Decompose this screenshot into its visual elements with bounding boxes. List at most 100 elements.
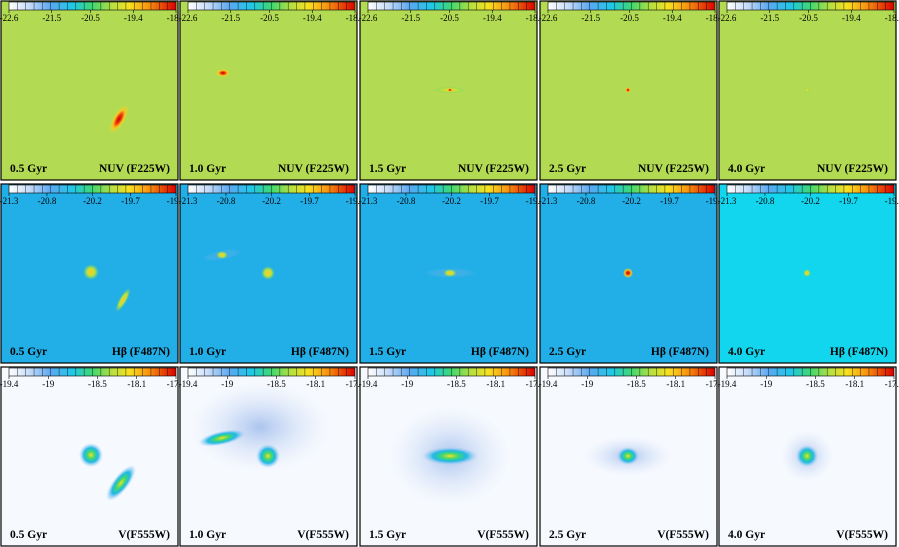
colorbar-tick-label: -21.5	[581, 13, 600, 23]
colorbar-tick-label: -19	[760, 379, 772, 389]
panel: -22.6 -21.5 -20.5 -19.4 -18.3 4.0 Gyr NUV (F22…	[718, 0, 899, 181]
emission	[617, 447, 639, 465]
panel-image	[180, 1, 357, 180]
panel-frame	[0, 366, 179, 547]
panel: -19.4 -19 -18.5 -18.1 -17.7 1.5 Gyr V(F555W)	[359, 366, 545, 547]
epoch-label: 4.0 Gyr	[728, 346, 765, 358]
colorbar-tick-label: -19.7	[121, 196, 140, 206]
colorbar-tick-label: -19.4	[0, 379, 19, 389]
colorbar-tick-label: -22.6	[539, 13, 558, 23]
colorbar-tick-label: -20.8	[397, 196, 416, 206]
emission	[216, 251, 228, 259]
panel-frame	[539, 183, 718, 364]
panel: -19.4 -19 -18.5 -18.1 -17.7 1.0 Gyr V(F555W)	[179, 366, 365, 547]
emission	[216, 69, 230, 77]
colorbar-tick-label: -20.2	[262, 196, 281, 206]
colorbar-tick-label: -19	[581, 379, 593, 389]
colorbar-tick-label: -21.3	[718, 196, 737, 206]
colorbar-tick-label: -17.7	[885, 379, 899, 389]
filter-label: NUV (F225W)	[99, 163, 170, 175]
epoch-label: 0.5 Gyr	[10, 529, 47, 541]
colorbar-tick-label: -20.5	[620, 13, 639, 23]
colorbar-tick-label: -19.7	[839, 196, 858, 206]
filter-label: V(F555W)	[657, 529, 709, 541]
panel-frame	[539, 366, 718, 547]
colorbar-tick-label: -22.6	[179, 13, 198, 23]
epoch-label: 0.5 Gyr	[10, 163, 47, 175]
colorbar-tick-label: -20.8	[217, 196, 236, 206]
colorbar-tick-label: -21.5	[760, 13, 779, 23]
epoch-label: 1.5 Gyr	[369, 163, 406, 175]
colorbar-tick-label: -19.7	[660, 196, 679, 206]
colorbar-tick-label: -20.5	[81, 13, 100, 23]
emission	[261, 266, 275, 280]
filter-label: Hβ (F487N)	[471, 346, 529, 358]
colorbar-tick-label: -17.7	[526, 379, 545, 389]
panel-image	[1, 1, 178, 180]
colorbar-tick-label: -19.4	[359, 379, 378, 389]
colorbar-tick-label: -19.7	[480, 196, 499, 206]
colorbar-tick-label: -18.3	[526, 13, 545, 23]
panel-frame	[179, 0, 358, 181]
colorbar-tick-label: -19.4	[303, 13, 322, 23]
colorbar-tick-label: -18.1	[845, 379, 864, 389]
emission	[422, 447, 478, 465]
colorbar-tick-label: -19.1	[526, 196, 545, 206]
colorbar-tick-label: -22.6	[718, 13, 737, 23]
panel: -21.3 -20.8 -20.2 -19.7 -19.1 4.0 Gyr Hβ (F487…	[718, 183, 899, 364]
colorbar-tick-label: -21.3	[179, 196, 198, 206]
colorbar-tick-label: -19	[221, 379, 233, 389]
colorbar-tick-label: -21.3	[0, 196, 19, 206]
colorbar-tick-label: -19.4	[124, 13, 143, 23]
panel-frame	[359, 0, 538, 181]
panel: -19.4 -19 -18.5 -18.1 -17.7 4.0 Gyr V(F555W)	[718, 366, 899, 547]
colorbar-tick-label: -20.5	[260, 13, 279, 23]
colorbar-tick-label: -19.7	[300, 196, 319, 206]
filter-label: NUV (F225W)	[278, 163, 349, 175]
panel-frame	[718, 183, 897, 364]
panel: -19.4 -19 -18.5 -18.1 -17.7 0.5 Gyr V(F555W)	[0, 366, 186, 547]
colorbar-tick-label: -19.4	[179, 379, 198, 389]
emission	[804, 87, 810, 93]
colorbar-tick-label: -18.5	[627, 379, 646, 389]
colorbar-tick-label: -18.1	[666, 379, 685, 389]
colorbar-tick-label: -21.3	[359, 196, 378, 206]
panel: -19.4 -19 -18.5 -18.1 -17.7 2.5 Gyr V(F555W)	[539, 366, 725, 547]
filter-label: Hβ (F487N)	[112, 346, 170, 358]
colorbar-tick-label: -20.2	[442, 196, 461, 206]
panel-frame	[718, 366, 897, 547]
epoch-label: 2.5 Gyr	[549, 163, 586, 175]
colorbar-tick-label: -19.1	[885, 196, 899, 206]
colorbar-tick-label: -20.8	[577, 196, 596, 206]
epoch-label: 2.5 Gyr	[549, 346, 586, 358]
filter-label: Hβ (F487N)	[291, 346, 349, 358]
colorbar-tick-label: -20.5	[799, 13, 818, 23]
filter-label: NUV (F225W)	[638, 163, 709, 175]
colorbar-tick-label: -19.4	[483, 13, 502, 23]
panel-frame	[179, 183, 358, 364]
panel-frame	[359, 183, 538, 364]
filter-label: V(F555W)	[836, 529, 888, 541]
colorbar-tick-label: -20.2	[801, 196, 820, 206]
colorbar-tick-label: -17.7	[346, 379, 365, 389]
colorbar-tick-label: -20.8	[38, 196, 57, 206]
colorbar-tick-label: -19	[42, 379, 54, 389]
colorbar-tick-label: -18.1	[306, 379, 325, 389]
panel: -21.3 -20.8 -20.2 -19.7 -19.1 1.5 Gyr Hβ (F487…	[359, 183, 545, 364]
filter-label: Hβ (F487N)	[651, 346, 709, 358]
colorbar-tick-label: -19.1	[706, 196, 725, 206]
emission	[190, 382, 330, 472]
colorbar-tick-label: -21.5	[401, 13, 420, 23]
emission	[623, 268, 633, 278]
panel-frame	[539, 0, 718, 181]
panel-frame	[718, 0, 897, 181]
emission	[447, 88, 453, 92]
emission	[796, 445, 818, 467]
colorbar-tick-label: -18.3	[346, 13, 365, 23]
epoch-label: 4.0 Gyr	[728, 529, 765, 541]
panel: -22.6 -21.5 -20.5 -19.4 -18.3 2.5 Gyr NUV (F22…	[539, 0, 725, 181]
colorbar-tick-label: -18.5	[267, 379, 286, 389]
panel: -21.3 -20.8 -20.2 -19.7 -19.1 1.0 Gyr Hβ (F487…	[179, 183, 364, 364]
panel: -21.3 -20.8 -20.2 -19.7 -19.1 0.5 Gyr Hβ (F487…	[0, 183, 185, 364]
